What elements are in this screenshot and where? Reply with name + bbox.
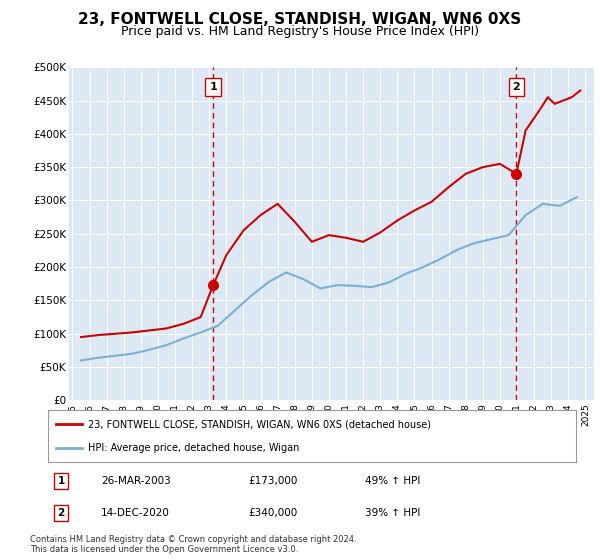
- Text: £173,000: £173,000: [248, 476, 298, 486]
- Text: 23, FONTWELL CLOSE, STANDISH, WIGAN, WN6 0XS: 23, FONTWELL CLOSE, STANDISH, WIGAN, WN6…: [79, 12, 521, 27]
- Text: 2: 2: [512, 82, 520, 92]
- Text: 39% ↑ HPI: 39% ↑ HPI: [365, 508, 420, 518]
- Text: HPI: Average price, detached house, Wigan: HPI: Average price, detached house, Wiga…: [88, 443, 299, 453]
- Text: 1: 1: [58, 476, 65, 486]
- Text: 2: 2: [58, 508, 65, 518]
- Text: Contains HM Land Registry data © Crown copyright and database right 2024.
This d: Contains HM Land Registry data © Crown c…: [30, 535, 356, 554]
- Text: 23, FONTWELL CLOSE, STANDISH, WIGAN, WN6 0XS (detached house): 23, FONTWELL CLOSE, STANDISH, WIGAN, WN6…: [88, 419, 431, 430]
- Text: Price paid vs. HM Land Registry's House Price Index (HPI): Price paid vs. HM Land Registry's House …: [121, 25, 479, 39]
- Text: 49% ↑ HPI: 49% ↑ HPI: [365, 476, 420, 486]
- Text: £340,000: £340,000: [248, 508, 298, 518]
- Text: 1: 1: [209, 82, 217, 92]
- Text: 26-MAR-2003: 26-MAR-2003: [101, 476, 170, 486]
- Text: 14-DEC-2020: 14-DEC-2020: [101, 508, 170, 518]
